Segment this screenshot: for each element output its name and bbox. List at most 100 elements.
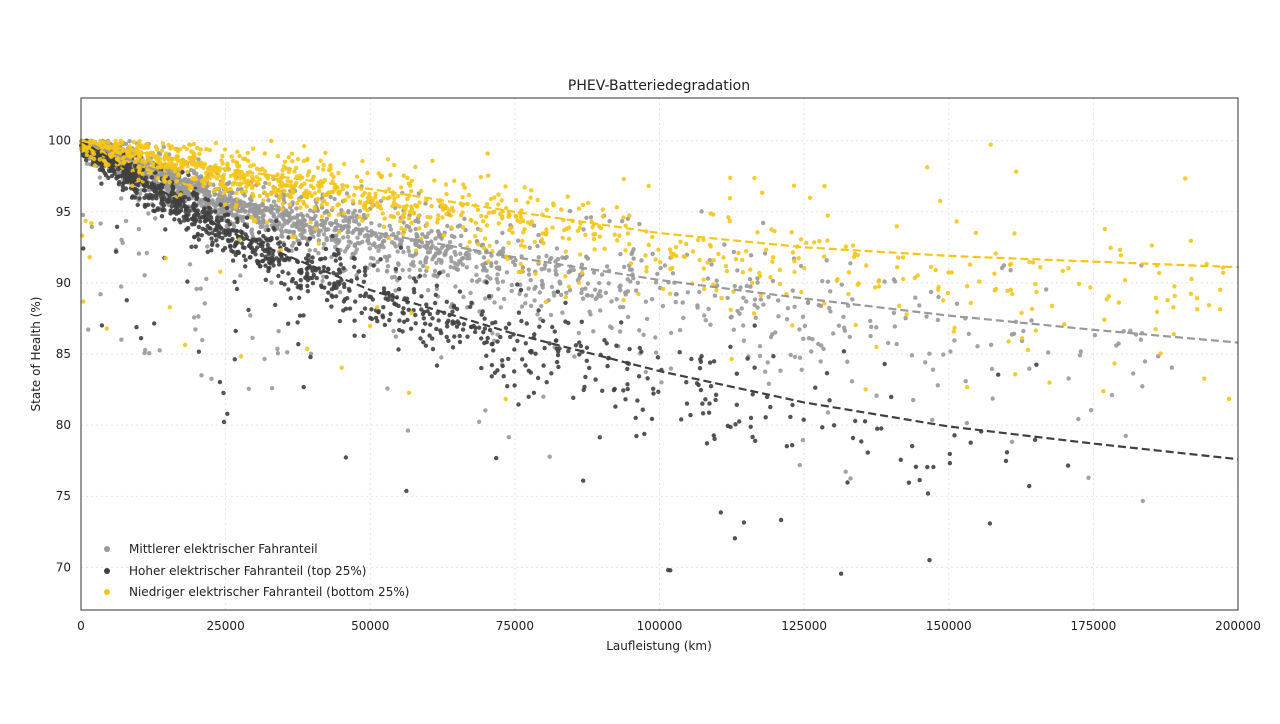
- data-point-hoher: [324, 274, 329, 280]
- data-point-niedriger: [281, 164, 287, 169]
- data-point-niedriger: [285, 178, 290, 184]
- data-point-mittlerer: [461, 294, 466, 300]
- data-point-niedriger: [193, 177, 198, 182]
- data-point-hoher: [768, 404, 773, 410]
- data-point-niedriger: [336, 212, 341, 217]
- data-point-niedriger: [231, 158, 236, 164]
- data-point-niedriger: [177, 147, 183, 152]
- data-point-hoher: [712, 436, 717, 442]
- data-point-mittlerer: [191, 315, 197, 320]
- data-point-niedriger: [576, 206, 582, 211]
- data-point-niedriger: [846, 270, 852, 275]
- data-point-mittlerer: [1008, 268, 1013, 273]
- data-point-mittlerer: [827, 305, 832, 311]
- data-point-hoher: [230, 258, 236, 263]
- data-point-hoher: [194, 196, 199, 202]
- data-point-niedriger: [807, 195, 813, 200]
- data-point-niedriger: [643, 253, 648, 258]
- data-point-hoher: [778, 517, 784, 523]
- data-point-niedriger: [790, 250, 796, 255]
- data-point-niedriger: [386, 186, 392, 192]
- data-point-niedriger: [158, 161, 164, 167]
- data-point-niedriger: [125, 153, 131, 158]
- data-point-niedriger: [173, 146, 178, 152]
- data-point-hoher: [305, 283, 310, 289]
- data-point-hoher: [489, 374, 494, 379]
- data-point-hoher: [335, 247, 340, 252]
- data-point-hoher: [600, 388, 605, 393]
- data-point-niedriger: [544, 207, 549, 212]
- data-point-mittlerer: [269, 203, 274, 209]
- data-point-hoher: [347, 288, 352, 293]
- data-point-niedriger: [140, 171, 145, 176]
- data-point-hoher: [225, 411, 230, 416]
- ticks-layer: 0 25000 50000 75000 100000 125000 150000 175000…: [48, 134, 1261, 633]
- data-point-mittlerer: [541, 394, 546, 399]
- data-point-niedriger: [1033, 328, 1039, 333]
- x-tick-label: 175000: [1070, 619, 1116, 633]
- data-point-mittlerer: [407, 274, 412, 280]
- data-point-mittlerer: [199, 199, 204, 205]
- data-point-niedriger: [365, 213, 370, 218]
- data-point-mittlerer: [311, 234, 316, 239]
- data-point-hoher: [540, 318, 546, 324]
- data-point-hoher: [419, 294, 424, 299]
- data-point-niedriger: [101, 140, 106, 145]
- data-point-mittlerer: [319, 222, 325, 227]
- data-point-niedriger: [388, 172, 393, 178]
- data-point-niedriger: [91, 156, 97, 162]
- data-point-mittlerer: [308, 208, 313, 213]
- data-point-hoher: [230, 236, 235, 242]
- data-point-hoher: [174, 211, 179, 216]
- data-point-mittlerer: [572, 354, 577, 359]
- data-point-hoher: [203, 227, 208, 233]
- data-point-niedriger: [1220, 265, 1226, 270]
- data-point-niedriger: [298, 205, 303, 210]
- data-point-mittlerer: [699, 209, 704, 214]
- data-point-mittlerer: [674, 292, 679, 297]
- data-point-niedriger: [287, 194, 292, 199]
- data-point-hoher: [655, 355, 661, 360]
- data-point-niedriger: [406, 216, 412, 221]
- data-point-hoher: [219, 217, 224, 222]
- data-point-niedriger: [904, 312, 909, 317]
- data-point-hoher: [968, 440, 973, 445]
- data-point-hoher: [248, 254, 253, 260]
- data-point-hoher: [375, 319, 380, 324]
- data-point-mittlerer: [457, 259, 462, 264]
- data-point-hoher: [531, 390, 537, 395]
- data-point-hoher: [493, 320, 498, 325]
- data-point-mittlerer: [836, 323, 842, 328]
- data-point-mittlerer: [405, 428, 411, 433]
- data-point-niedriger: [684, 241, 689, 247]
- data-point-hoher: [368, 294, 374, 300]
- data-point-niedriger: [1112, 361, 1117, 366]
- data-point-hoher: [512, 383, 517, 388]
- data-point-hoher: [223, 232, 228, 238]
- data-point-hoher: [97, 167, 103, 172]
- data-point-niedriger: [116, 142, 121, 147]
- data-point-niedriger: [701, 277, 706, 282]
- data-point-mittlerer: [660, 303, 666, 309]
- data-point-hoher: [947, 461, 953, 466]
- data-point-niedriger: [365, 170, 370, 176]
- data-point-niedriger: [350, 198, 355, 204]
- data-point-mittlerer: [797, 462, 802, 468]
- data-point-niedriger: [223, 202, 228, 207]
- data-point-hoher: [696, 382, 701, 388]
- data-point-niedriger: [81, 299, 86, 304]
- data-point-hoher: [286, 287, 291, 292]
- data-point-mittlerer: [393, 288, 398, 293]
- data-point-niedriger: [968, 300, 973, 306]
- data-point-mittlerer: [333, 236, 338, 242]
- data-point-hoher: [274, 236, 280, 241]
- data-point-niedriger: [335, 202, 340, 208]
- data-point-mittlerer: [357, 208, 363, 214]
- data-point-mittlerer: [441, 269, 446, 274]
- data-point-niedriger: [532, 239, 538, 245]
- data-point-mittlerer: [894, 341, 899, 347]
- data-point-mittlerer: [204, 276, 209, 282]
- data-point-hoher: [216, 230, 221, 235]
- data-point-mittlerer: [198, 286, 203, 291]
- data-point-hoher: [244, 224, 250, 229]
